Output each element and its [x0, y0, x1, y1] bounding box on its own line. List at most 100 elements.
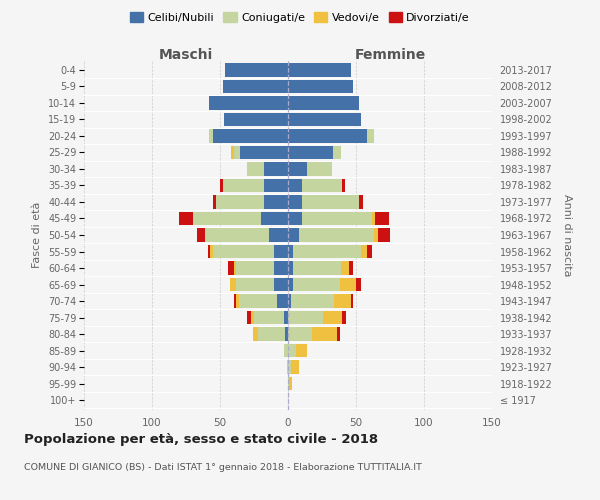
Bar: [277, 294, 288, 308]
Bar: [293, 244, 361, 258]
Legend: Celibi/Nubili, Coniugati/e, Vedovi/e, Divorziati/e: Celibi/Nubili, Coniugati/e, Vedovi/e, Di…: [125, 8, 475, 28]
Bar: [378, 228, 390, 242]
Bar: [209, 96, 288, 110]
Bar: [193, 212, 261, 226]
Bar: [236, 294, 239, 308]
Bar: [302, 212, 373, 226]
Bar: [361, 244, 367, 258]
Bar: [205, 228, 269, 242]
Bar: [213, 129, 288, 142]
Bar: [288, 261, 293, 275]
Bar: [269, 228, 288, 242]
Bar: [261, 212, 288, 226]
Bar: [288, 195, 302, 209]
Bar: [209, 129, 213, 142]
Y-axis label: Anni di nascita: Anni di nascita: [562, 194, 572, 276]
Bar: [287, 360, 288, 374]
Bar: [216, 195, 263, 209]
Bar: [230, 278, 236, 291]
Bar: [302, 178, 343, 192]
Bar: [343, 178, 345, 192]
Y-axis label: Fasce di età: Fasce di età: [32, 202, 43, 268]
Bar: [340, 278, 356, 291]
Bar: [274, 278, 288, 291]
Text: COMUNE DI GIANICO (BS) - Dati ISTAT 1° gennaio 2018 - Elaborazione TUTTITALIA.IT: COMUNE DI GIANICO (BS) - Dati ISTAT 1° g…: [24, 462, 422, 471]
Bar: [375, 212, 389, 226]
Bar: [307, 162, 332, 175]
Bar: [288, 212, 302, 226]
Bar: [251, 311, 254, 324]
Bar: [374, 228, 378, 242]
Bar: [285, 328, 288, 341]
Bar: [284, 344, 288, 358]
Bar: [241, 146, 288, 159]
Bar: [263, 195, 288, 209]
Bar: [288, 162, 307, 175]
Bar: [288, 63, 350, 76]
Bar: [293, 261, 341, 275]
Bar: [228, 261, 233, 275]
Bar: [274, 261, 288, 275]
Bar: [288, 278, 293, 291]
Bar: [284, 311, 288, 324]
Bar: [288, 328, 313, 341]
Bar: [288, 377, 289, 390]
Bar: [288, 80, 353, 93]
Bar: [258, 328, 285, 341]
Bar: [263, 178, 288, 192]
Bar: [239, 294, 277, 308]
Bar: [291, 360, 299, 374]
Bar: [296, 344, 307, 358]
Bar: [313, 328, 337, 341]
Bar: [197, 228, 205, 242]
Bar: [253, 328, 258, 341]
Bar: [208, 244, 211, 258]
Bar: [247, 311, 251, 324]
Bar: [233, 294, 236, 308]
Bar: [288, 96, 359, 110]
Bar: [288, 344, 296, 358]
Bar: [223, 80, 288, 93]
Bar: [233, 261, 236, 275]
Bar: [236, 261, 274, 275]
Bar: [263, 162, 288, 175]
Bar: [323, 311, 343, 324]
Bar: [211, 244, 213, 258]
Bar: [247, 162, 263, 175]
Bar: [179, 212, 193, 226]
Bar: [333, 146, 341, 159]
Bar: [274, 244, 288, 258]
Bar: [373, 212, 375, 226]
Bar: [233, 146, 241, 159]
Bar: [288, 146, 333, 159]
Bar: [213, 244, 274, 258]
Bar: [288, 294, 291, 308]
Bar: [213, 195, 216, 209]
Bar: [349, 261, 353, 275]
Bar: [226, 63, 288, 76]
Bar: [291, 294, 334, 308]
Bar: [350, 294, 353, 308]
Bar: [254, 311, 284, 324]
Bar: [236, 278, 274, 291]
Bar: [302, 195, 359, 209]
Text: Maschi: Maschi: [159, 48, 213, 62]
Bar: [343, 311, 346, 324]
Bar: [288, 311, 323, 324]
Bar: [231, 146, 233, 159]
Bar: [367, 244, 373, 258]
Bar: [341, 261, 349, 275]
Bar: [220, 178, 223, 192]
Bar: [223, 178, 263, 192]
Bar: [288, 360, 291, 374]
Bar: [293, 278, 340, 291]
Bar: [288, 178, 302, 192]
Bar: [224, 112, 288, 126]
Text: Popolazione per età, sesso e stato civile - 2018: Popolazione per età, sesso e stato civil…: [24, 432, 378, 446]
Bar: [367, 129, 374, 142]
Bar: [337, 328, 340, 341]
Bar: [289, 377, 292, 390]
Bar: [288, 112, 361, 126]
Text: Femmine: Femmine: [355, 48, 425, 62]
Bar: [299, 228, 374, 242]
